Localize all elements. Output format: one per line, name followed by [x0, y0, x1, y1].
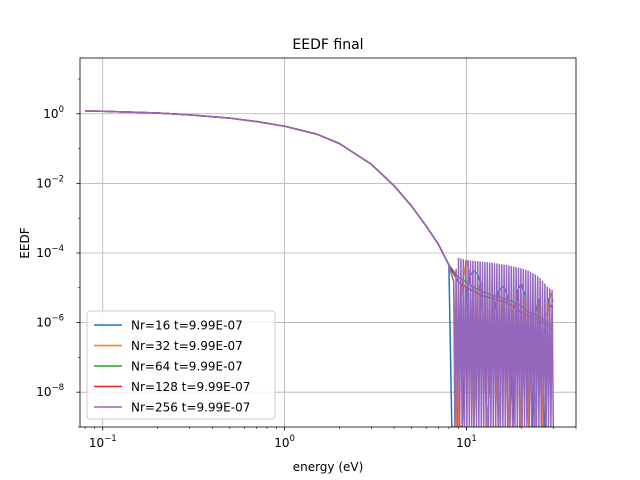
y-axis-label: EEDF	[18, 227, 32, 258]
series-line-nr-256	[85, 110, 555, 427]
y-tick-label: 10−2	[36, 174, 64, 190]
y-axis-ticks: 10−8 10−6 10−4 10−2 100	[36, 78, 80, 428]
plot-area-frame	[79, 57, 577, 428]
legend-label: Nr=16 t=9.99E-07	[131, 319, 243, 333]
x-tick-label: 100	[274, 434, 295, 450]
x-tick-label: 101	[456, 434, 477, 450]
legend-label: Nr=256 t=9.99E-07	[131, 401, 250, 415]
y-tick-label: 100	[43, 105, 64, 121]
x-tick-label: 10−1	[89, 434, 117, 450]
legend-label: Nr=64 t=9.99E-07	[131, 360, 243, 374]
x-axis-label: energy (eV)	[293, 460, 364, 474]
x-axis-ticks: 10−1 100 101	[84, 427, 577, 450]
y-tick-label: 10−6	[36, 314, 64, 330]
legend: Nr=16 t=9.99E-07 Nr=32 t=9.99E-07 Nr=64 t=…	[86, 310, 276, 420]
chart-title: EEDF final	[292, 37, 363, 53]
data-series	[85, 110, 555, 427]
y-tick-label: 10−4	[36, 244, 64, 260]
legend-label: Nr=128 t=9.99E-07	[131, 380, 250, 394]
legend-label: Nr=32 t=9.99E-07	[131, 339, 243, 353]
legend-box	[86, 310, 276, 420]
y-tick-label: 10−8	[36, 383, 64, 399]
